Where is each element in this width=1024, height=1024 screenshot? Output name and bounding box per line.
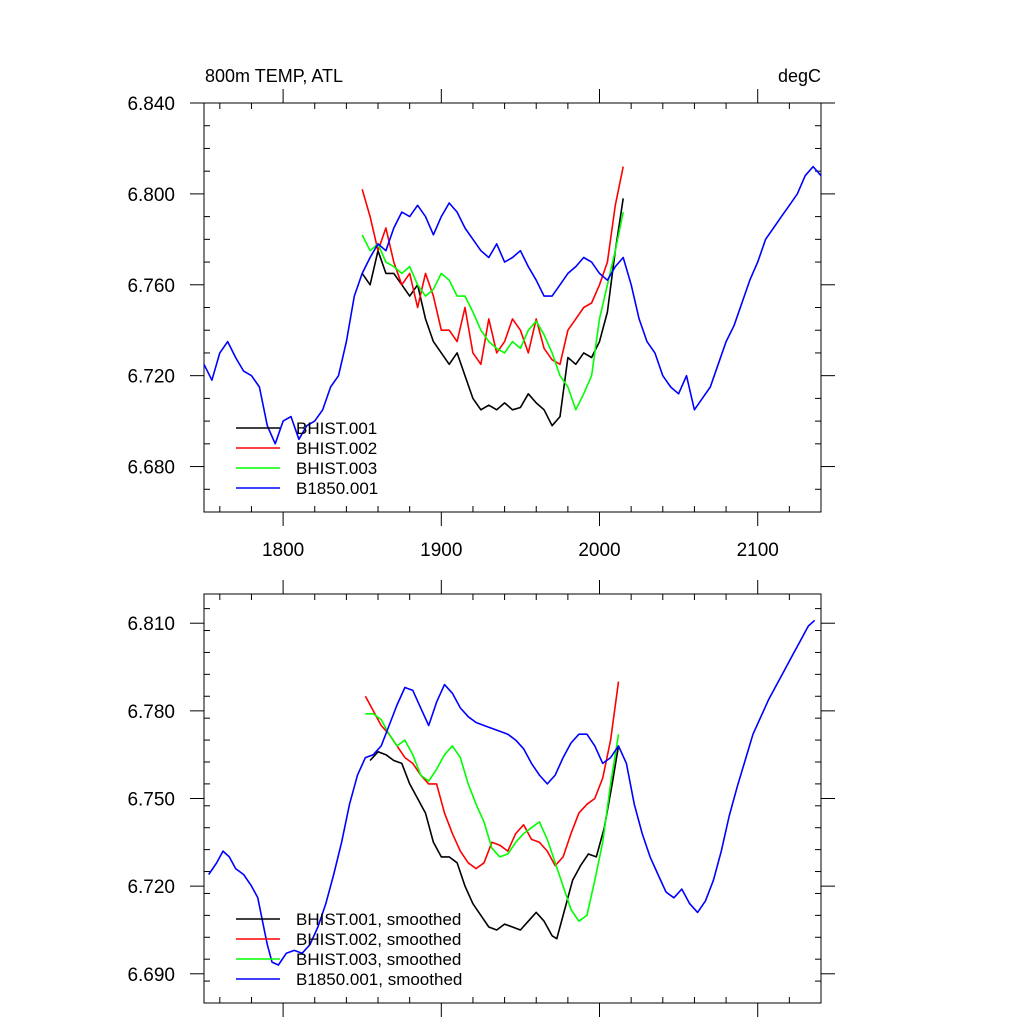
series-line-3 [365, 713, 620, 922]
x-tick-label: 2000 [578, 540, 620, 561]
top-panel: 800m TEMP, ATL degC 1800 1900 2000 2100 6.68… [127, 66, 835, 561]
series-line-4 [203, 165, 822, 445]
top-unit-label: degC [778, 66, 821, 86]
legend-label: BHIST.001, smoothed [296, 910, 461, 929]
legend-label: B1850.001, smoothed [296, 970, 462, 989]
series-line-4 [208, 619, 816, 966]
series-line-3 [361, 211, 624, 411]
y-tick-label: 6.760 [127, 276, 175, 297]
y-tick-label: 6.840 [127, 94, 175, 115]
series-line-2 [361, 166, 624, 366]
y-tick-label: 6.690 [127, 965, 175, 986]
x-tick-label: 1800 [262, 540, 304, 561]
x-tick-label: 1900 [420, 540, 462, 561]
top-title: 800m TEMP, ATL [205, 66, 343, 86]
legend-label: BHIST.003, smoothed [296, 950, 461, 969]
y-tick-label: 6.800 [127, 185, 175, 206]
bottom-panel: 6.690 6.720 6.750 6.780 6.810 BHIST.001, smoo… [127, 580, 835, 1017]
y-tick-label: 6.720 [127, 367, 175, 388]
series-line-2 [364, 681, 620, 870]
series-line-1 [369, 745, 620, 940]
legend-label: BHIST.002, smoothed [296, 930, 461, 949]
y-tick-label: 6.720 [127, 877, 175, 898]
legend-label: BHIST.001 [296, 419, 377, 438]
y-tick-label: 6.780 [127, 702, 175, 723]
y-tick-label: 6.680 [127, 458, 175, 479]
legend-label: B1850.001 [296, 479, 378, 498]
y-tick-label: 6.810 [127, 614, 175, 635]
y-tick-label: 6.750 [127, 790, 175, 811]
x-tick-label: 2100 [737, 540, 779, 561]
legend-label: BHIST.002 [296, 439, 377, 458]
legend-label: BHIST.003 [296, 459, 377, 478]
series-line-1 [361, 198, 624, 427]
